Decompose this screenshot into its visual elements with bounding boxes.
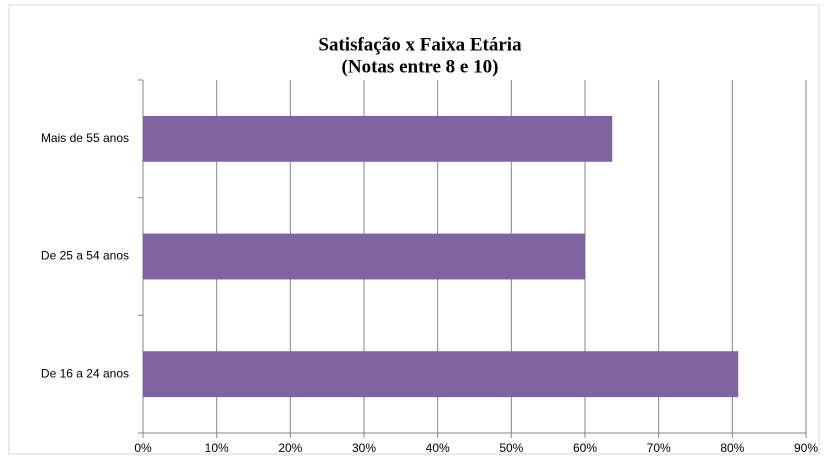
y-tick-label: De 25 a 54 anos <box>41 249 129 263</box>
x-tick-label: 80% <box>720 441 744 455</box>
chart-title: Satisfação x Faixa Etária <box>318 34 522 55</box>
x-tick-label: 60% <box>573 441 597 455</box>
x-tick-label: 90% <box>794 441 818 455</box>
x-tick-label: 40% <box>426 441 450 455</box>
x-tick-label: 70% <box>647 441 671 455</box>
x-tick-label: 50% <box>499 441 523 455</box>
x-tick-label: 20% <box>278 441 302 455</box>
chart-subtitle: (Notas entre 8 e 10) <box>342 56 499 77</box>
x-tick-label: 30% <box>352 441 376 455</box>
y-tick-label: Mais de 55 anos <box>41 131 129 145</box>
y-tick-label: De 16 a 24 anos <box>41 366 129 380</box>
bar <box>143 233 585 280</box>
x-tick-label: 10% <box>205 441 229 455</box>
bar <box>143 115 613 162</box>
bar <box>143 351 739 398</box>
x-tick-label: 0% <box>134 441 152 455</box>
